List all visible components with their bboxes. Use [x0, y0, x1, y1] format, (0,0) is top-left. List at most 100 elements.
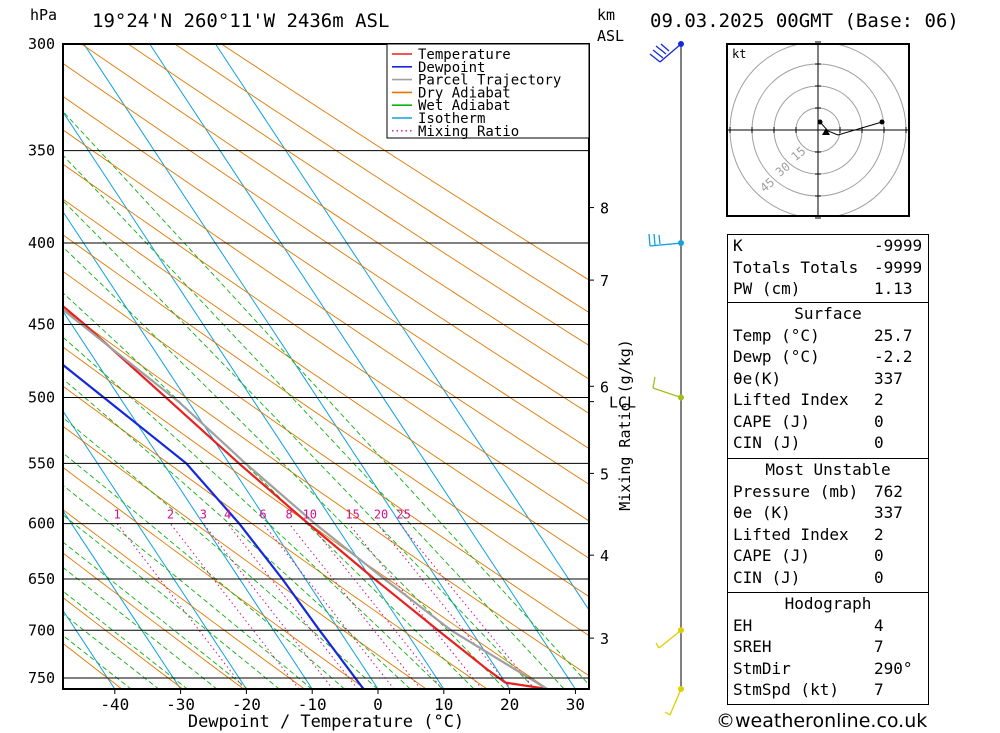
pressure-tick-label: 750 [28, 669, 55, 687]
index-key: Totals Totals [733, 257, 859, 277]
pressure-unit-label: hPa [30, 6, 58, 24]
km-tick-label: 7 [600, 272, 609, 290]
isotherm-line [63, 509, 182, 689]
mixing-ratio-label: 3 [200, 508, 207, 522]
mixing-ratio-label: 10 [303, 508, 317, 522]
mixing-ratio-line [170, 523, 300, 689]
index-key: Lifted Index [733, 524, 849, 544]
table-row: StmSpd (kt) 7 [728, 679, 928, 701]
mixing-ratio-line [116, 523, 245, 689]
x-tick-label: -20 [232, 695, 261, 714]
legend-entry: Wet Adiabat [418, 98, 511, 114]
index-value: -9999 [874, 236, 923, 255]
wet-adiabat-line [63, 246, 506, 689]
lcl-label: LCL [609, 394, 636, 412]
table-section-title: Most Unstable [765, 460, 891, 479]
mixing-ratio-label: 25 [396, 508, 410, 522]
x-tick-label: 30 [566, 695, 585, 714]
dry-adiabat-line [63, 163, 589, 522]
index-key: StmSpd (kt) [733, 680, 839, 699]
wet-adiabat-line [63, 154, 565, 689]
dry-adiabat-line [63, 509, 305, 689]
parcel-trajectory-line [63, 308, 548, 689]
index-key: Dewp (°C) [733, 347, 820, 366]
km-tick-label: 5 [600, 465, 609, 483]
table-row: Dewp (°C) -2.2 [728, 346, 928, 368]
most-unstable-box: Most Unstable Pressure (mb) 762 θe (K) 337 Li… [727, 458, 929, 593]
pressure-tick-label: 450 [28, 316, 55, 334]
isotherm-line [63, 609, 116, 689]
pressure-tick-label: 600 [28, 515, 55, 533]
table-row: SREH 7 [728, 636, 928, 658]
x-tick-label: -10 [298, 695, 327, 714]
datetime-title: 09.03.2025 00GMT (Base: 06) [650, 10, 959, 32]
isotherm-line [149, 44, 576, 689]
index-key: CIN (J) [733, 433, 801, 452]
dry-adiabat-line [63, 346, 549, 689]
isotherm-line [63, 310, 313, 689]
index-value: 2 [874, 524, 884, 544]
wet-adiabat-line [63, 336, 444, 689]
hodograph-indices-box: Hodograph EH 4 SREH 7 StmDir 290° StmSpd (kt) 7 [727, 592, 929, 705]
legend-entry: Isotherm [418, 111, 485, 127]
height-reference-label: ASL [597, 27, 625, 45]
surface-indices-box: Surface Temp (°C) 25.7 Dewp (°C) -2.2 θe(K) 33… [727, 302, 929, 459]
pressure-tick-label: 400 [28, 234, 55, 252]
mixing-ratio-line [203, 523, 334, 689]
x-tick-label: -40 [100, 695, 129, 714]
table-row: Lifted Index 2 [728, 524, 928, 546]
storm-motion-marker [822, 128, 830, 135]
index-key: Temp (°C) [733, 325, 820, 345]
table-row: PW (cm) 1.13 [728, 278, 928, 300]
credit-text: ©weatheronline.co.uk [716, 710, 928, 732]
index-value: -2.2 [874, 347, 913, 366]
index-value: 290° [874, 658, 913, 678]
mixing-ratio-line [309, 523, 443, 689]
dry-adiabat-line [63, 129, 589, 485]
height-unit-label: km [597, 6, 616, 24]
index-value: 0 [874, 433, 884, 452]
mixing-ratio-axis-label: Mixing Ratio (g/kg) [616, 339, 634, 511]
index-key: StmDir [733, 658, 791, 678]
mixing-ratio-label: 20 [374, 508, 388, 522]
index-value: 2 [874, 390, 884, 409]
index-key: PW (cm) [733, 279, 801, 298]
dry-adiabat-line [174, 44, 589, 313]
wind-barb [649, 43, 682, 63]
x-tick-label: 10 [434, 695, 453, 714]
table-row: CAPE (J) 0 [728, 545, 928, 567]
hodograph-point [817, 119, 823, 125]
x-tick-label: 20 [500, 695, 519, 714]
index-value: 337 [874, 368, 903, 388]
index-value: -9999 [874, 257, 923, 277]
mixing-ratio-line [262, 523, 395, 689]
legend-entry: Parcel Trajectory [418, 73, 561, 89]
legend-entry: Dry Adiabat [418, 85, 511, 101]
legend-entry: Dewpoint [418, 60, 485, 76]
wind-barb [664, 688, 682, 716]
legend-box [386, 43, 590, 139]
dry-adiabat-line [63, 308, 589, 677]
general-indices-box: K -9999 Totals Totals -9999 PW (cm) 1.13 [727, 234, 929, 303]
km-tick-label: 6 [600, 378, 609, 396]
x-tick-label: -30 [166, 695, 195, 714]
temperature-line [63, 304, 548, 689]
table-section-title: Surface [794, 304, 862, 323]
table-row: EH 4 [728, 615, 928, 637]
table-row: K -9999 [728, 235, 928, 257]
pressure-tick-label: 700 [28, 621, 55, 639]
x-tick-label: 0 [373, 695, 383, 714]
wet-adiabat-line [63, 417, 379, 689]
mixing-ratio-label: 1 [114, 508, 121, 522]
pressure-tick-label: 300 [28, 35, 55, 53]
index-value: 25.7 [874, 325, 913, 345]
hodograph-trace [819, 121, 883, 136]
mixing-ratio-label: 15 [345, 508, 359, 522]
index-value: 4 [874, 615, 884, 635]
table-row: Temp (°C) 25.7 [728, 325, 928, 347]
index-key: Pressure (mb) [733, 481, 859, 501]
dry-adiabat-line [63, 385, 488, 689]
hodograph-unit: kt [732, 47, 746, 61]
index-key: Lifted Index [733, 390, 849, 409]
